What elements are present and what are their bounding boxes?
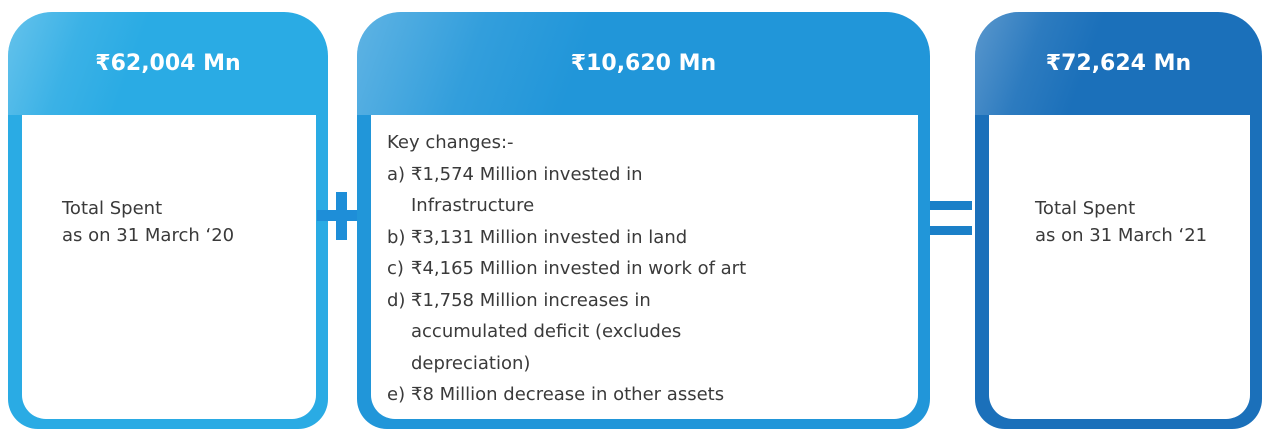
card-amount: ₹62,004 Mn [95,51,241,76]
item-marker: b) [387,226,406,248]
list-item: c) ₹4,165 Million invested in work of art [387,253,746,285]
card-body: Total Spent as on 31 March ‘20 [22,115,316,419]
item-text: ₹1,758 Million increases in accumulated d… [411,285,681,380]
card-amount: ₹10,620 Mn [570,51,717,76]
card-text: as on 31 March ‘20 [62,225,235,246]
item-marker: d) [387,289,406,311]
card-text: Total Spent [62,198,163,219]
list-item: b) ₹3,131 Million invested in land [387,222,746,254]
item-line: ₹3,131 Million invested in land [411,226,688,248]
card-amount: ₹72,624 Mn [1045,51,1192,76]
item-line: ₹4,165 Million invested in work of art [411,258,747,279]
equals-icon [930,226,972,235]
equals-icon [930,201,972,210]
item-line: ₹1,758 Million increases in [411,289,651,311]
card-body: Key changes:- a) ₹1,574 Million invested … [371,115,918,419]
item-text: ₹4,165 Million invested in work of art [411,253,746,285]
item-text: ₹8 Million decrease in other assets [411,379,724,411]
item-marker: a) [387,163,406,185]
item-line: accumulated deficit (excludes [411,321,682,342]
card-text: as on 31 March ‘21 [1035,225,1208,246]
list-item: a) ₹1,574 Million invested in Infrastructu… [387,159,746,222]
card-text: Total Spent [1035,198,1136,219]
item-text: ₹1,574 Million invested in Infrastructure [411,159,643,222]
list-heading: Key changes:- [387,132,514,153]
card: ₹62,004 Mn Total Spent as on 31 March ‘2… [8,12,328,429]
item-marker: e) [387,384,406,405]
item-line: ₹1,574 Million invested in [411,163,643,185]
change-list: Key changes:- a) ₹1,574 Million invested … [387,127,746,411]
plus-icon [317,210,365,221]
card: ₹10,620 Mn Key changes:- a) ₹1,574 Millio… [357,12,930,429]
item-line: ₹8 Million decrease in other assets [411,384,725,405]
card: ₹72,624 Mn Total Spent as on 31 March ‘2… [975,12,1262,429]
item-marker: c) [387,258,404,279]
list-item: d) ₹1,758 Million increases in accumulated… [387,285,746,380]
card-body: Total Spent as on 31 March ‘21 [989,115,1250,419]
list-item: e) ₹8 Million decrease in other assets [387,379,746,411]
item-line: depreciation) [411,352,531,374]
item-line: Infrastructure [411,195,535,216]
item-text: ₹3,131 Million invested in land [411,222,687,254]
